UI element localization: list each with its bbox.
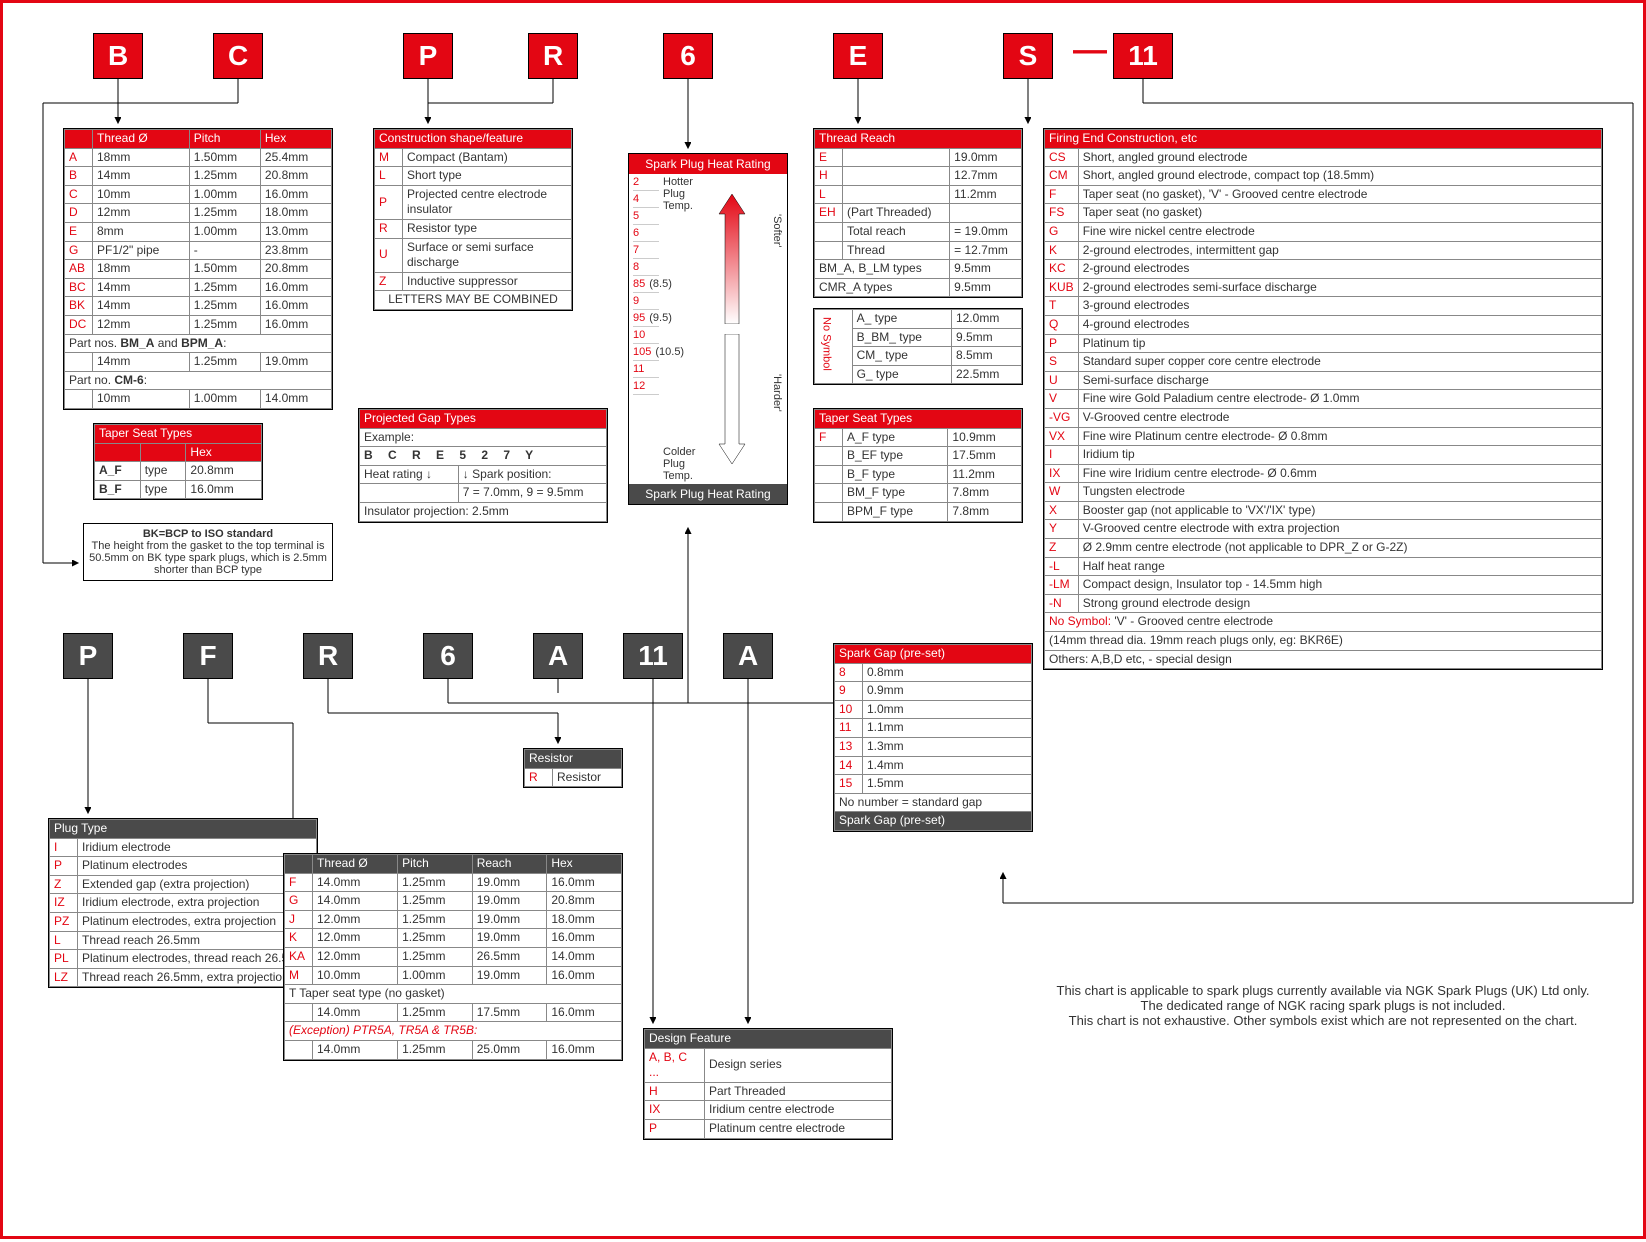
code-P: P [63,633,113,679]
code-6: 6 [423,633,473,679]
table-design-feature: Design FeatureA, B, C ...Design seriesHP… [643,1028,893,1140]
table-taper-seat-1: Taper Seat TypesHexA_Ftype20.8mmB_Ftype1… [93,423,263,500]
heat-side-softer: 'Softer' [771,214,783,248]
chart-footnote: This chart is applicable to spark plugs … [1043,983,1603,1028]
arrow-down-icon [717,334,747,464]
resistor-desc: Resistor [553,768,622,787]
table-thread-dia-2: Thread ØPitchReachHexF14.0mm1.25mm19.0mm… [283,853,623,1061]
projected-spark: Spark position: [472,467,551,481]
table-firing-end: Firing End Construction, etcCSShort, ang… [1043,128,1603,670]
table-resistor: Resistor R Resistor [523,748,623,788]
projected-code: B C R E 5 2 7 Y [360,447,607,466]
code-B: B [93,33,143,79]
heat-top-label: Hotter Plug Temp. [663,176,713,212]
heat-bottom-label: Colder Plug Temp. [663,446,713,482]
code-R: R [303,633,353,679]
code-R: R [528,33,578,79]
heat-rating-box: Spark Plug Heat Rating 24567885(8.5)995(… [628,153,788,505]
code-P: P [403,33,453,79]
projected-heat: Heat rating [364,467,423,481]
code-F: F [183,633,233,679]
heat-title-top: Spark Plug Heat Rating [629,154,787,174]
projected-example: Example: [360,428,607,447]
note-bk-title: BK=BCP to ISO standard [143,528,273,540]
code-S: S [1003,33,1053,79]
page: BCPR6ES—11 PFR6A11A Thread ØPitchHexA18m… [0,0,1646,1239]
table-taper-seat-2: Taper Seat TypesFA_F type10.9mmB_EF type… [813,408,1023,523]
code-11: 11 [623,633,683,679]
code-6: 6 [663,33,713,79]
code-A: A [723,633,773,679]
table-spark-gap: Spark Gap (pre-set)80.8mm90.9mm101.0mm11… [833,643,1033,832]
code-dash: — [1073,31,1107,70]
table-thread-dia: Thread ØPitchHexA18mm1.50mm25.4mmB14mm1.… [63,128,333,410]
arrow-up-icon [717,194,747,324]
code-C: C [213,33,263,79]
code-11: 11 [1113,33,1173,79]
note-bk-iso: BK=BCP to ISO standard The height from t… [83,523,333,581]
projected-line1: 7 = 7.0mm, 9 = 9.5mm [458,484,606,503]
table-no-symbol: No SymbolA_ type12.0mmB_BM_ type9.5mmCM_… [813,308,1023,385]
resistor-title: Resistor [525,750,622,769]
code-A: A [533,633,583,679]
heat-values: 24567885(8.5)995(9.5)10105(10.5)1112 [633,174,659,395]
note-bk-body: The height from the gasket to the top te… [89,540,327,576]
projected-line2: Insulator projection: 2.5mm [360,502,607,521]
projected-title: Projected Gap Types [360,410,607,429]
code-E: E [833,33,883,79]
table-plug-type: Plug TypeIIridium electrodePPlatinum ele… [48,818,318,988]
resistor-code: R [525,768,553,787]
table-projected-gap: Projected Gap Types Example: B C R E 5 2… [358,408,608,523]
table-thread-reach: Thread ReachE19.0mmH12.7mmL11.2mmEH(Part… [813,128,1023,298]
heat-title-bottom: Spark Plug Heat Rating [629,484,787,504]
heat-side-harder: 'Harder' [771,374,783,412]
table-construction: Construction shape/featureMCompact (Bant… [373,128,573,311]
